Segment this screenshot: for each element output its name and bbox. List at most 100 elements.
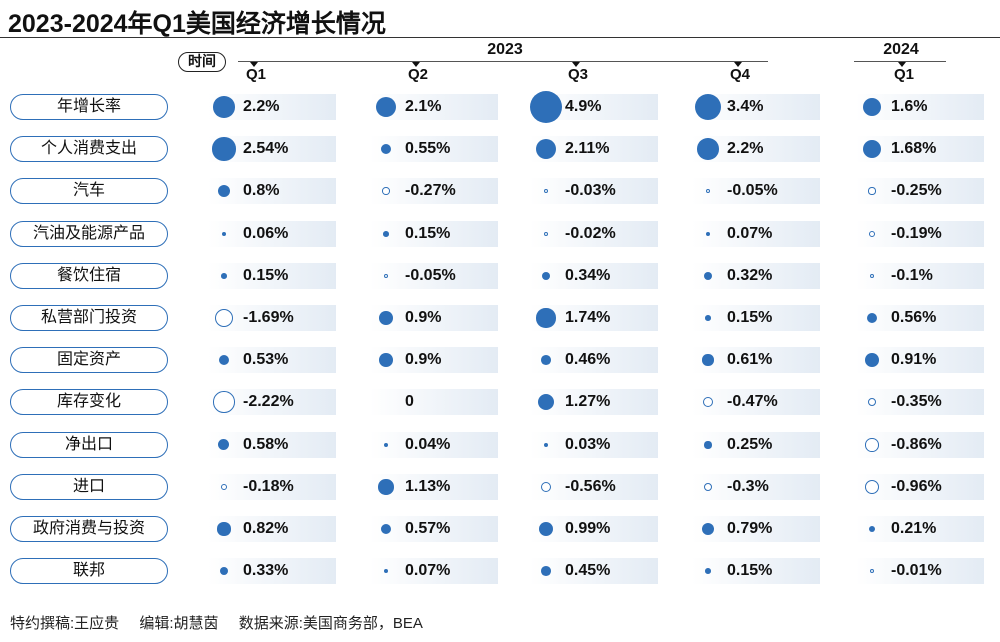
quarter-label: Q2 <box>408 66 429 83</box>
value-label: -0.1% <box>891 267 933 284</box>
data-cell <box>208 263 336 289</box>
positive-bubble <box>378 479 394 495</box>
row-label: 个人消费支出 <box>10 136 168 162</box>
negative-bubble <box>220 483 228 491</box>
year-label-2024: 2024 <box>883 41 919 58</box>
data-cell <box>530 178 658 204</box>
positive-bubble <box>380 523 392 535</box>
negative-bubble <box>864 479 880 495</box>
quarter-label: Q1 <box>894 66 915 83</box>
value-label: -0.19% <box>891 225 942 242</box>
value-label: 0.15% <box>727 562 773 579</box>
value-label: 0.55% <box>405 140 451 157</box>
value-label: 0.58% <box>243 436 289 453</box>
value-label: 0.79% <box>727 520 773 537</box>
value-label: 0.32% <box>727 267 773 284</box>
negative-bubble <box>865 438 879 452</box>
data-cell <box>530 558 658 584</box>
positive-bubble <box>218 354 230 366</box>
data-cell <box>370 136 498 162</box>
negative-bubble <box>544 232 548 236</box>
positive-bubble <box>535 138 557 160</box>
year-2024-rule <box>854 61 946 62</box>
value-label: 2.11% <box>565 140 610 157</box>
data-cell <box>692 558 820 584</box>
value-label: -0.35% <box>891 393 942 410</box>
row-label: 净出口 <box>10 432 168 458</box>
footer: 特约撰稿:王应贵 编辑:胡慧茵 数据来源:美国商务部，BEA <box>10 612 439 633</box>
value-label: 1.13% <box>405 478 451 495</box>
positive-bubble <box>702 354 714 366</box>
positive-bubble <box>862 139 882 159</box>
positive-bubble <box>530 91 562 123</box>
negative-bubble <box>382 187 390 195</box>
value-label: 0.46% <box>565 351 611 368</box>
row-label: 库存变化 <box>10 389 168 415</box>
value-label: -0.18% <box>243 478 294 495</box>
data-cell <box>370 263 498 289</box>
positive-bubble <box>706 232 710 236</box>
positive-bubble <box>384 569 388 573</box>
data-cell <box>370 432 498 458</box>
positive-bubble <box>383 231 389 237</box>
data-cell <box>530 263 658 289</box>
negative-bubble <box>868 230 876 238</box>
row-label: 年增长率 <box>10 94 168 120</box>
value-label: 0.15% <box>727 309 773 326</box>
data-cell <box>692 474 820 500</box>
value-label: -0.03% <box>565 182 616 199</box>
footer-source: 数据来源:美国商务部，BEA <box>238 615 423 632</box>
positive-bubble <box>537 393 555 411</box>
positive-bubble <box>705 315 711 321</box>
value-label: -0.05% <box>727 182 778 199</box>
value-label: 1.6% <box>891 98 928 115</box>
row-label: 私营部门投资 <box>10 305 168 331</box>
positive-bubble <box>866 312 878 324</box>
data-cell <box>208 221 336 247</box>
data-cell <box>692 178 820 204</box>
negative-bubble <box>544 189 548 193</box>
value-label: -0.96% <box>891 478 942 495</box>
row-label: 联邦 <box>10 558 168 584</box>
positive-bubble <box>705 568 711 574</box>
data-cell <box>208 347 336 373</box>
value-label: 3.4% <box>727 98 764 115</box>
positive-bubble <box>218 439 230 451</box>
quarter-tick <box>412 62 420 67</box>
value-label: -0.86% <box>891 436 942 453</box>
data-cell <box>856 558 984 584</box>
data-cell <box>856 516 984 542</box>
positive-bubble <box>384 443 388 447</box>
value-label: 0.82% <box>243 520 289 537</box>
positive-bubble <box>217 184 231 198</box>
data-cell <box>856 178 984 204</box>
positive-bubble <box>222 232 226 236</box>
value-label: 0 <box>405 393 414 410</box>
data-cell <box>208 432 336 458</box>
data-cell <box>856 221 984 247</box>
negative-bubble <box>214 308 234 328</box>
value-label: 1.27% <box>565 393 611 410</box>
value-label: 2.54% <box>243 140 289 157</box>
negative-bubble <box>703 397 713 407</box>
positive-bubble <box>536 308 556 328</box>
value-label: 0.03% <box>565 436 611 453</box>
footer-editor: 编辑:胡慧茵 <box>139 615 219 632</box>
value-label: -1.69% <box>243 309 294 326</box>
value-label: 0.07% <box>405 562 451 579</box>
value-label: 0.91% <box>891 351 937 368</box>
positive-bubble <box>375 96 397 118</box>
value-label: 0.61% <box>727 351 773 368</box>
negative-bubble <box>540 481 552 493</box>
negative-bubble <box>704 483 712 491</box>
positive-bubble <box>544 443 548 447</box>
row-label: 餐饮住宿 <box>10 263 168 289</box>
positive-bubble <box>862 97 882 117</box>
value-label: 0.34% <box>565 267 611 284</box>
data-cell <box>370 221 498 247</box>
value-label: 0.57% <box>405 520 451 537</box>
title-divider <box>0 37 1000 38</box>
positive-bubble <box>217 522 231 536</box>
positive-bubble <box>865 353 879 367</box>
positive-bubble <box>379 311 393 325</box>
